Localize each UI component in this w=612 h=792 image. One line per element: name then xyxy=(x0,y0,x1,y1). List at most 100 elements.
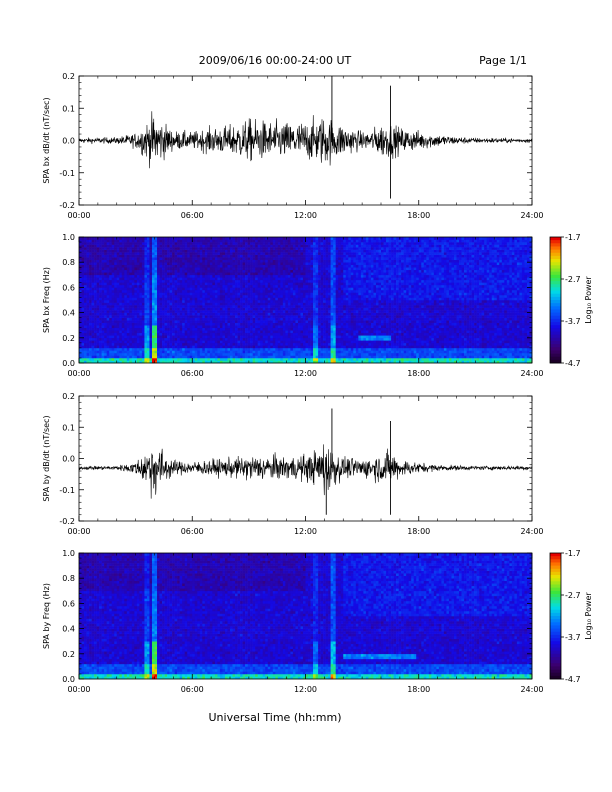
heatmap-cell xyxy=(277,244,281,248)
heatmap-cell xyxy=(297,252,301,255)
heatmap-cell xyxy=(154,259,158,263)
heatmap-cell xyxy=(285,279,289,283)
heatmap-cell xyxy=(308,279,311,283)
heatmap-cell xyxy=(169,257,173,260)
heatmap-cell xyxy=(189,345,193,349)
heatmap-cell xyxy=(282,244,286,248)
heatmap-cell xyxy=(255,292,258,296)
heatmap-cell xyxy=(164,277,168,281)
heatmap-cell xyxy=(114,264,118,268)
heatmap-cell xyxy=(260,242,264,245)
heatmap-cell xyxy=(318,284,321,288)
heatmap-cell xyxy=(297,264,301,268)
heatmap-cell xyxy=(270,325,274,329)
heatmap-cell xyxy=(149,269,153,273)
heatmap-cell xyxy=(282,350,286,354)
heatmap-cell xyxy=(323,317,326,321)
heatmap-cell xyxy=(96,292,100,296)
heatmap-cell xyxy=(209,327,213,331)
heatmap-cell xyxy=(126,254,130,258)
heatmap-cell xyxy=(189,307,193,311)
heatmap-cell xyxy=(111,357,115,361)
heatmap-cell xyxy=(313,259,316,263)
heatmap-cell xyxy=(302,320,306,323)
heatmap-cell xyxy=(267,294,271,298)
heatmap-cell xyxy=(318,302,321,306)
heatmap-cell xyxy=(179,305,183,308)
heatmap-cell xyxy=(149,350,153,354)
heatmap-cell xyxy=(144,327,148,331)
heatmap-cell xyxy=(282,302,286,306)
heatmap-cell xyxy=(174,247,178,250)
heatmap-cell xyxy=(318,360,321,364)
heatmap-cell xyxy=(169,279,173,283)
heatmap-cell xyxy=(144,252,148,255)
heatmap-cell xyxy=(177,237,180,240)
heatmap-cell xyxy=(81,262,85,266)
heatmap-cell xyxy=(257,307,261,311)
heatmap-cell xyxy=(242,360,246,364)
heatmap-cell xyxy=(192,307,196,311)
heatmap-cell xyxy=(290,259,294,263)
heatmap-cell xyxy=(192,305,196,308)
heatmap-cell xyxy=(267,342,271,346)
heatmap-cell xyxy=(116,259,120,263)
heatmap-cell xyxy=(219,297,223,301)
heatmap-cell xyxy=(106,242,110,245)
heatmap-cell xyxy=(295,327,299,331)
heatmap-cell xyxy=(235,257,238,260)
heatmap-cell xyxy=(282,239,286,243)
heatmap-cell xyxy=(81,305,85,308)
heatmap-cell xyxy=(300,310,304,313)
heatmap-cell xyxy=(199,342,203,346)
heatmap-cell xyxy=(159,322,163,326)
heatmap-cell xyxy=(313,352,316,356)
heatmap-cell xyxy=(240,252,243,255)
heatmap-cell xyxy=(290,237,294,240)
heatmap-cell xyxy=(187,257,191,260)
heatmap-cell xyxy=(101,312,105,316)
heatmap-cell xyxy=(192,272,196,276)
heatmap-cell xyxy=(252,300,256,303)
heatmap-cell xyxy=(116,272,120,276)
y-tick-label: 0.0 xyxy=(62,137,75,146)
heatmap-cell xyxy=(318,272,321,276)
heatmap-cell xyxy=(302,297,306,301)
heatmap-cell xyxy=(134,289,138,293)
heatmap-cell xyxy=(227,274,231,278)
heatmap-cell xyxy=(134,267,138,271)
heatmap-cell xyxy=(187,297,191,301)
heatmap-cell xyxy=(300,355,304,359)
heatmap-cell xyxy=(275,332,279,336)
heatmap-cell xyxy=(86,292,90,296)
heatmap-cell xyxy=(204,310,208,313)
heatmap-cell xyxy=(89,335,92,339)
heatmap-cell xyxy=(79,292,82,296)
heatmap-cell xyxy=(104,322,107,326)
heatmap-cell xyxy=(194,315,198,318)
heatmap-cell xyxy=(245,294,248,298)
heatmap-cell xyxy=(151,342,155,346)
heatmap-cell xyxy=(141,267,145,271)
heatmap-cell xyxy=(295,242,299,245)
heatmap-cell xyxy=(197,264,201,268)
heatmap-cell xyxy=(242,330,246,334)
heatmap-cell xyxy=(149,244,153,248)
heatmap-cell xyxy=(227,352,231,356)
heatmap-cell xyxy=(94,262,97,266)
heatmap-cell xyxy=(224,312,228,316)
heatmap-cell xyxy=(174,289,178,293)
heatmap-cell xyxy=(167,315,170,318)
heatmap-cell xyxy=(134,337,138,341)
heatmap-cell xyxy=(227,345,231,349)
heatmap-cell xyxy=(315,279,319,283)
heatmap-cell xyxy=(79,264,82,268)
heatmap-cell xyxy=(84,277,87,281)
heatmap-cell xyxy=(219,252,223,255)
heatmap-cell xyxy=(159,239,163,243)
heatmap-cell xyxy=(272,300,276,303)
heatmap-cell xyxy=(101,239,105,243)
heatmap-cell xyxy=(144,264,148,268)
heatmap-cell xyxy=(292,352,296,356)
heatmap-cell xyxy=(89,350,92,354)
